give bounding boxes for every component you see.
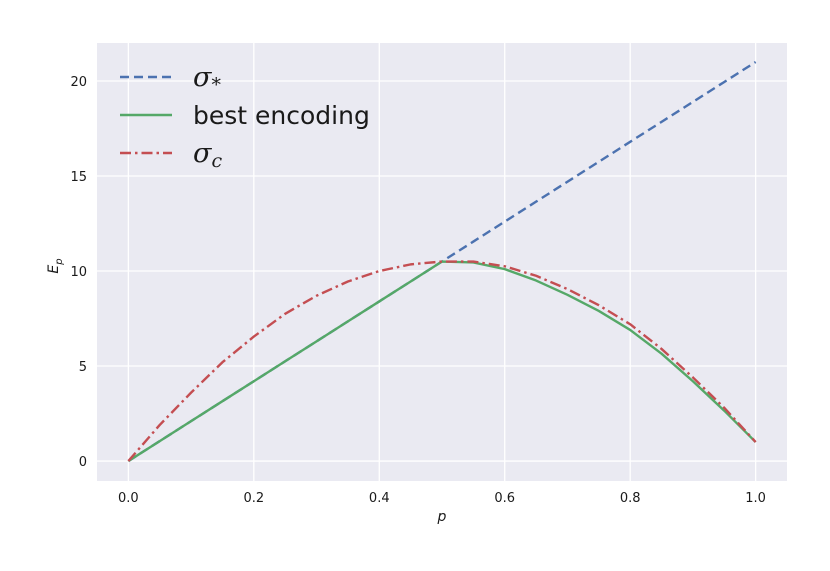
- y-axis-label-sub: p: [54, 258, 65, 265]
- x-tick-label: 0.2: [243, 491, 264, 506]
- grid: [97, 43, 787, 481]
- x-tick-label: 0.4: [369, 491, 390, 506]
- x-tick-label: 0.6: [494, 491, 515, 506]
- tick-labels: 0.0 0.2 0.4 0.6 0.8 1.0 0 5 10 15 20: [70, 75, 766, 506]
- legend-label-1: best encoding: [193, 101, 370, 130]
- series-line-1: [127, 260, 757, 463]
- legend-label-2: σc: [193, 138, 222, 172]
- series-lines: [127, 60, 757, 463]
- y-tick-label: 10: [70, 265, 87, 280]
- y-tick-label: 0: [79, 455, 87, 470]
- x-tick-label: 0.0: [118, 491, 139, 506]
- legend-label-0: σ*: [193, 62, 221, 96]
- legend: σ* best encoding σc: [120, 62, 370, 172]
- x-tick-label: 1.0: [745, 491, 766, 506]
- y-tick-label: 20: [70, 75, 87, 90]
- x-tick-label: 0.8: [620, 491, 641, 506]
- y-tick-label: 15: [70, 170, 87, 185]
- series-line-2: [127, 260, 757, 462]
- x-axis-label: p: [437, 509, 447, 525]
- y-axis-label: Ep: [46, 258, 65, 273]
- y-tick-label: 5: [79, 360, 87, 375]
